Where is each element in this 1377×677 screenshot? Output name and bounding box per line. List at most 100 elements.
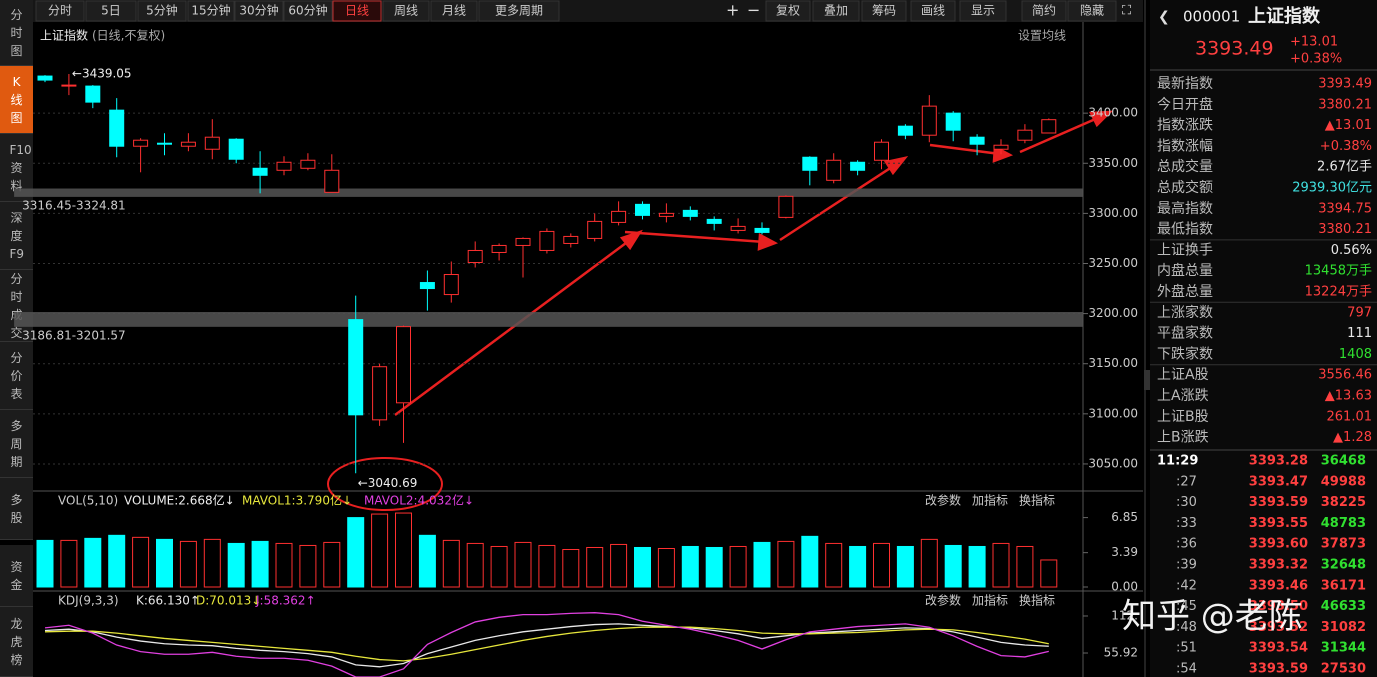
tick-time: :39 — [1176, 558, 1197, 573]
y-tick-label: 3300.00 — [1088, 206, 1138, 220]
period-button[interactable] — [430, 0, 478, 22]
quote-percent: +0.38% — [1290, 52, 1342, 67]
candle-body — [754, 227, 770, 233]
indicator-button[interactable]: 改参数 — [925, 593, 961, 608]
indicator-button[interactable]: 换指标 — [1019, 593, 1055, 608]
stat-label: 上证换手 — [1157, 241, 1213, 258]
candle-body — [778, 195, 794, 218]
candle-body — [587, 220, 603, 239]
ma-setting[interactable]: 设置均线 — [1018, 29, 1066, 43]
volume-bar — [251, 540, 269, 588]
candle-body — [180, 141, 196, 147]
sidebar-tab[interactable]: 深度F9 — [0, 202, 33, 270]
collapse-handle[interactable] — [1144, 370, 1150, 390]
gap-band — [14, 188, 1084, 197]
panel-title: KDJ(9,3,3) — [58, 594, 119, 608]
sidebar-tab[interactable]: 龙虎榜 — [0, 607, 33, 677]
stat-value: 3394.75 — [1318, 201, 1372, 216]
sidebar-tab[interactable]: K线图 — [0, 66, 33, 134]
sidebar-tab[interactable]: 分价表 — [0, 342, 33, 410]
volume-bar — [1016, 545, 1034, 588]
stat-value: 111 — [1347, 326, 1372, 341]
volume-bar — [562, 549, 580, 588]
candle-body — [611, 210, 627, 223]
sidebar-tab[interactable]: 资金 — [0, 545, 33, 607]
candle-body — [1041, 119, 1057, 134]
indicator-button[interactable]: 加指标 — [972, 493, 1008, 508]
stat-label: 今日开盘 — [1157, 96, 1213, 113]
candle-body — [61, 84, 77, 87]
fullscreen[interactable]: ⛶ — [1121, 4, 1132, 19]
stat-value: 261.01 — [1327, 409, 1373, 424]
y-tick-label: 3200.00 — [1088, 306, 1138, 320]
candle-body — [37, 75, 53, 81]
period-button[interactable] — [332, 0, 382, 22]
period-button[interactable] — [234, 0, 284, 22]
stat-label: 上B涨跌 — [1157, 430, 1209, 446]
volume-bar — [705, 546, 723, 588]
volume-bar — [920, 538, 938, 588]
gap-label: 3186.81-3201.57 — [22, 328, 126, 342]
period-button[interactable] — [187, 0, 235, 22]
indicator-button[interactable]: 加指标 — [972, 593, 1008, 608]
period-button[interactable] — [85, 0, 137, 22]
sidebar-tab[interactable]: 多周期 — [0, 410, 33, 478]
period-button[interactable] — [283, 0, 333, 22]
candle-body — [372, 366, 388, 421]
stat-value: 2939.30亿元 — [1292, 181, 1372, 196]
volume-bar — [418, 534, 436, 588]
sidebar-tab[interactable]: 分时图 — [0, 0, 33, 66]
sidebar-tab[interactable]: 多股 — [0, 478, 33, 540]
volume-bar — [944, 544, 962, 588]
period-button[interactable] — [382, 0, 430, 22]
tool-button[interactable] — [861, 0, 907, 22]
period-button[interactable] — [478, 0, 560, 22]
candle-body — [921, 105, 937, 136]
volume-bar — [992, 542, 1010, 588]
zoom-out[interactable]: − — [747, 1, 760, 20]
tick-volume: 38225 — [1321, 495, 1366, 510]
legend-entry: MAVOL1:3.790亿↓ — [242, 493, 352, 508]
period-button[interactable] — [35, 0, 85, 22]
tick-time: 11:29 — [1157, 454, 1198, 469]
quote-change: +13.01 — [1290, 35, 1338, 50]
tool-button[interactable] — [959, 0, 1007, 22]
tool-button[interactable] — [1067, 0, 1117, 22]
kdj-line — [44, 612, 1049, 677]
stat-label: 内盘总量 — [1157, 262, 1213, 279]
stat-label: 上A涨跌 — [1157, 388, 1209, 404]
tick-volume: 32648 — [1321, 558, 1366, 573]
candle-body — [85, 85, 101, 103]
candle-body — [635, 203, 650, 216]
y-tick-label: 55.92 — [1104, 646, 1138, 660]
zoom-in[interactable]: + — [726, 1, 739, 20]
period-label: 分时 — [48, 4, 72, 18]
quote-price: 3393.49 — [1195, 38, 1274, 60]
indicator-button[interactable]: 改参数 — [925, 493, 961, 508]
period-label: 5分钟 — [146, 3, 178, 18]
tick-price: 3393.60 — [1249, 537, 1308, 552]
stat-value: 3380.21 — [1318, 97, 1372, 112]
y-tick-label: 0.00 — [1111, 580, 1138, 594]
chart-subtitle: (日线,不复权) — [92, 29, 165, 43]
kdj-line — [44, 623, 1049, 668]
indicator-button[interactable]: 换指标 — [1019, 493, 1055, 508]
stat-label: 上证A股 — [1157, 367, 1209, 383]
tool-button[interactable] — [1021, 0, 1067, 22]
menu-arrow[interactable]: ❮ — [1158, 9, 1170, 25]
tool-button[interactable] — [812, 0, 860, 22]
volume-bar — [849, 545, 867, 588]
legend-entry: D:70.013↓ — [196, 594, 261, 608]
tool-button[interactable] — [765, 0, 811, 22]
stat-label: 最高指数 — [1157, 200, 1213, 217]
period-button[interactable] — [137, 0, 187, 22]
tool-button[interactable] — [910, 0, 956, 22]
quote-name: 上证指数 — [1248, 5, 1321, 27]
stat-value: 3556.46 — [1318, 368, 1372, 383]
volume-bar — [179, 540, 197, 588]
annotation: ←3040.69 — [358, 476, 418, 490]
volume-bar — [323, 541, 341, 588]
candle-body — [802, 156, 818, 171]
legend-entry: K:66.130↑ — [136, 594, 200, 608]
